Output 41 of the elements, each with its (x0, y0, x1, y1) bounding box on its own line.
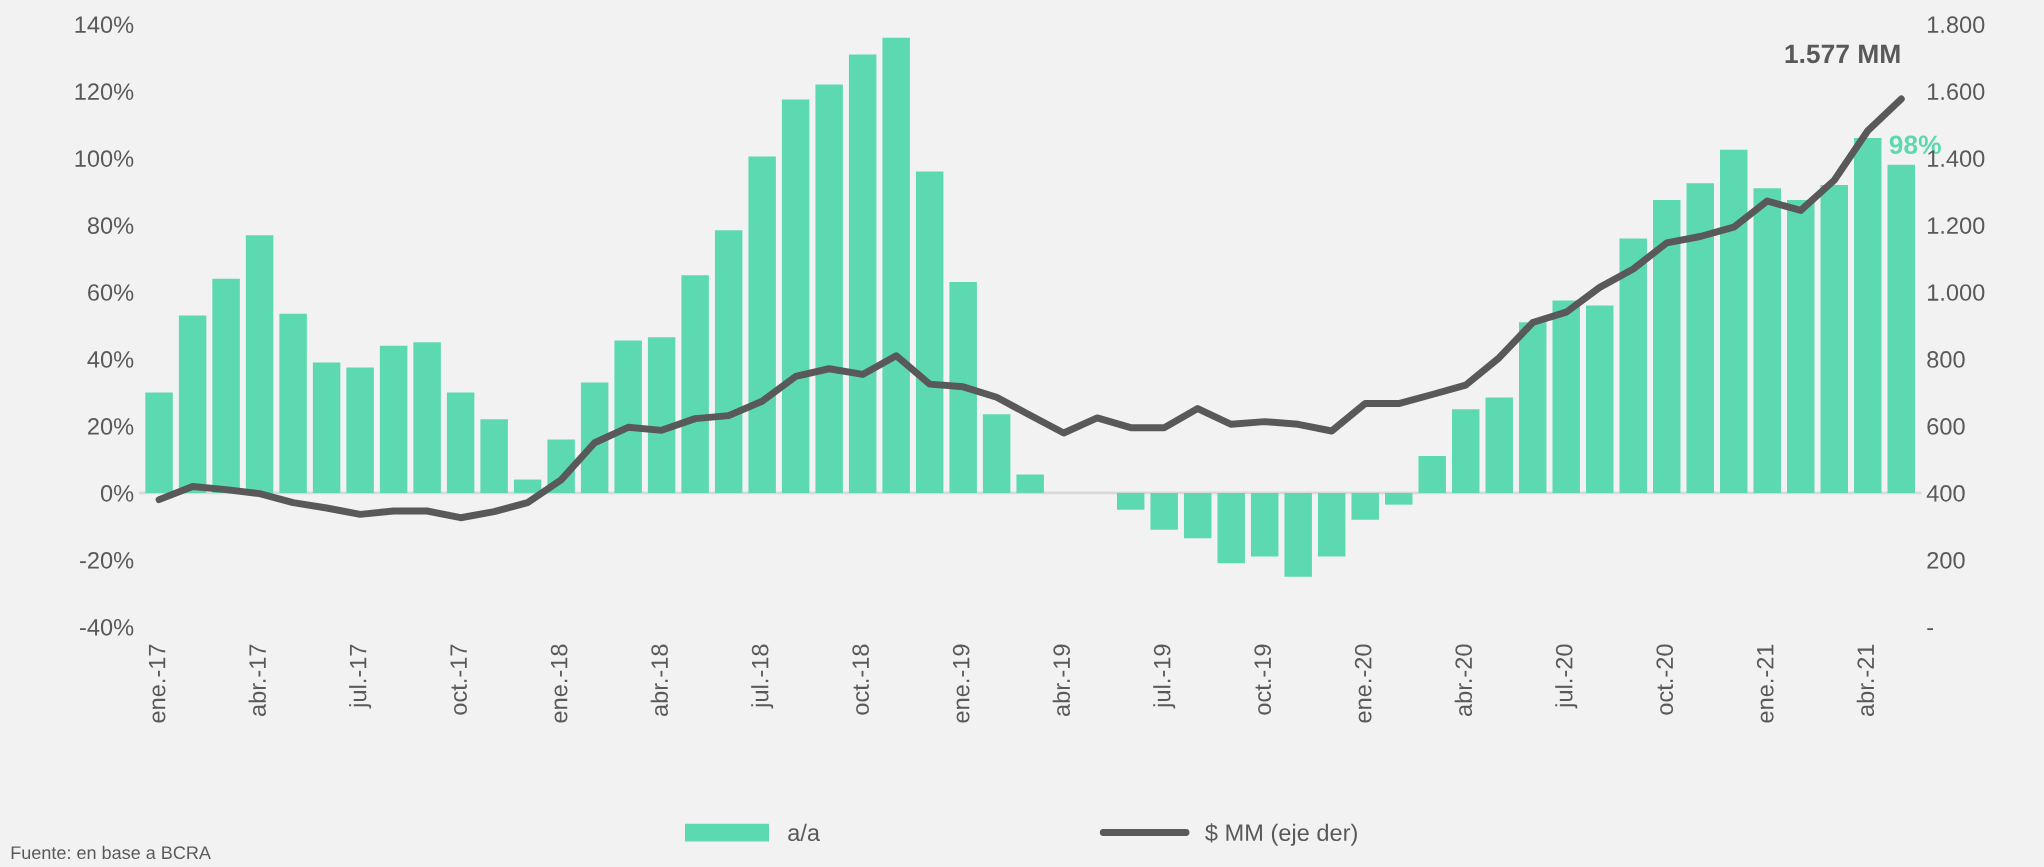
x-tick-label: abr.-18 (650, 644, 668, 717)
legend-label: $ MM (eje der) (1205, 823, 1357, 846)
x-tick-label: ene.-21 (1756, 644, 1774, 723)
x-tick-label: oct.-17 (450, 644, 467, 715)
y-tick-label: 140% (75, 16, 134, 34)
y2-tick-label: - (1927, 628, 1934, 631)
y2-tick-label: 600 (1927, 418, 1965, 435)
x-tick-label: oct.-20 (1656, 644, 1674, 715)
x-tick-label: ene.-19 (952, 644, 970, 723)
y-tick-label: 60% (88, 284, 134, 301)
y-tick-label: 100% (75, 150, 134, 167)
y2-tick-label: 800 (1927, 351, 1965, 368)
x-tick-label: ene.-20 (1354, 644, 1372, 723)
y2-tick-label: 1.000 (1928, 284, 1985, 301)
x-tick-label: abr.-19 (1052, 644, 1071, 717)
y2-tick-label: 200 (1927, 551, 1965, 569)
y-tick-label: 40% (87, 351, 134, 368)
x-tick-label: oct.-19 (1254, 644, 1272, 715)
y-tick-label: -20% (80, 551, 134, 569)
y-tick-label: 20% (88, 418, 134, 435)
x-tick-label: jul.-19 (1153, 644, 1176, 709)
x-tick-label: abr.-20 (1454, 644, 1473, 717)
y2-tick-label: 1.200 (1928, 217, 1985, 234)
annotation: 1.577 MM (1785, 44, 1900, 64)
source-note: Fuente: en base a BCRA (11, 845, 211, 860)
y-tick-label: -40% (80, 618, 134, 636)
y2-tick-label: 1.600 (1928, 83, 1985, 101)
x-tick-label: ene.-17 (148, 644, 166, 723)
y-tick-label: 80% (87, 217, 134, 234)
x-tick-label: ene.-18 (550, 644, 568, 723)
x-tick-label: jul.-18 (751, 644, 774, 709)
y2-tick-label: 1.800 (1928, 16, 1985, 34)
x-tick-label: jul.-20 (1555, 644, 1578, 709)
x-tick-label: abr.-21 (1856, 644, 1875, 717)
y-tick-label: 120% (75, 83, 134, 101)
y-tick-label: 0% (100, 485, 134, 502)
legend-label: a/a (788, 823, 820, 842)
y2-tick-label: 400 (1926, 485, 1965, 502)
x-tick-label: abr.-17 (248, 644, 266, 717)
x-tick-label: oct.-18 (852, 644, 869, 715)
x-tick-label: jul.-17 (349, 644, 372, 709)
